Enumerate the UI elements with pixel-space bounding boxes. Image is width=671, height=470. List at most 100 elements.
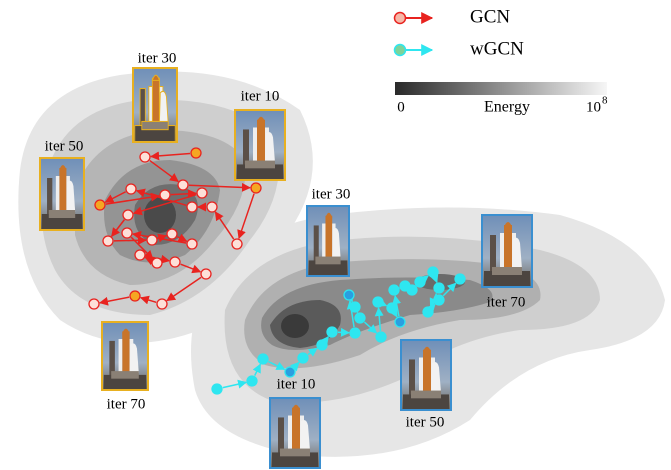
trajectories [88, 147, 466, 395]
legend-label: GCN [470, 6, 510, 27]
trajectory-arrow [419, 275, 429, 285]
trajectory-point [146, 234, 158, 246]
trajectory-point [433, 282, 445, 294]
trajectory-point [284, 366, 296, 378]
trajectory-arrow [104, 191, 127, 203]
trajectory-arrow [442, 282, 457, 297]
colorbar-min: 0 [397, 99, 405, 115]
trajectory-arrow [426, 303, 436, 314]
trajectory-point [134, 249, 146, 261]
trajectory-arrow [374, 307, 384, 332]
colorbar [395, 82, 607, 95]
trajectory-point [422, 306, 434, 318]
trajectory-arrow [344, 292, 353, 303]
thumbnail [307, 206, 349, 276]
trajectory-point [211, 383, 223, 395]
legend-marker [393, 11, 407, 25]
trajectory-arrow [268, 360, 286, 371]
legend-label: wGCN [470, 38, 524, 59]
trajectory-point [326, 326, 338, 338]
trajectory-arrow [105, 192, 160, 205]
iter-label: iter 30 [138, 50, 177, 66]
iter-label: iter 10 [277, 376, 316, 392]
trajectory-arrow [363, 321, 378, 334]
trajectory-arrow [252, 363, 261, 376]
trajectory-arrow [188, 182, 251, 192]
trajectory-arrow [130, 236, 154, 260]
trajectory-arrow [99, 296, 130, 306]
trajectory-arrow [166, 276, 202, 302]
trajectory-point [388, 284, 400, 296]
trajectory-point [94, 199, 106, 211]
trajectory-arrow [170, 189, 197, 199]
trajectory-arrow [180, 263, 202, 274]
trajectory-point [246, 375, 258, 387]
trajectory-point [433, 294, 445, 306]
iter-label: iter 30 [312, 186, 351, 202]
iter-label: iter 50 [45, 138, 84, 154]
thumbnail-border [400, 339, 452, 411]
trajectory-point [129, 290, 141, 302]
trajectory-arrow [237, 193, 255, 240]
trajectory-arrow [307, 347, 318, 357]
trajectory-arrow [144, 256, 155, 266]
trajectory-point [190, 147, 202, 159]
thumbnail-border [481, 214, 533, 288]
trajectory-point [316, 339, 328, 351]
trajectory-arrow [132, 230, 187, 244]
trajectory-point [372, 296, 384, 308]
legend: GCN wGCN [393, 6, 524, 59]
thumbnail [235, 110, 285, 180]
trajectory-point [257, 353, 269, 365]
colorbar-max-exponent: 8 [602, 95, 608, 107]
trajectory-point [349, 301, 361, 313]
trajectory-point [349, 327, 361, 339]
trajectory-point [200, 268, 212, 280]
trajectory-point [122, 209, 134, 221]
thumbnail-border [39, 157, 85, 231]
trajectory-point [156, 298, 168, 310]
trajectory-point [169, 256, 181, 268]
trajectory-arrow [139, 295, 157, 305]
trajectory-arrow [429, 273, 439, 284]
thumbnail [133, 68, 177, 142]
thumbnail-border [234, 109, 286, 181]
trajectory-point [343, 289, 355, 301]
thumbnails [39, 67, 533, 469]
iter-label: iter 70 [107, 396, 146, 412]
trajectory-arrow [389, 307, 398, 318]
iter-label: iter 50 [406, 414, 445, 430]
trajectory-point [151, 257, 163, 269]
trajectory-point [375, 331, 387, 343]
trajectory-point [186, 201, 198, 213]
trajectory-point [102, 235, 114, 247]
trajectory-point [88, 298, 100, 310]
trajectory-arrow [222, 379, 248, 389]
thumbnail-border [101, 321, 149, 391]
colorbar-max: 10 [586, 99, 601, 115]
trajectory-point [354, 312, 366, 324]
trajectory-point [177, 179, 189, 191]
thumbnail-border [306, 205, 350, 277]
trajectory-point [159, 189, 171, 201]
trajectory-point [206, 201, 218, 213]
trajectory-point [166, 228, 178, 240]
thumbnail [40, 158, 84, 230]
thumbnail [102, 322, 148, 390]
thumbnail-border [132, 67, 178, 143]
trajectory-point [394, 316, 406, 328]
trajectory-arrow [149, 159, 179, 183]
trajectory-point [386, 302, 398, 314]
iter-label: iter 10 [241, 88, 280, 104]
trajectory-point [196, 187, 208, 199]
thumbnail-border [269, 397, 321, 469]
trajectory-arrow [132, 193, 197, 216]
trajectory-arrow [113, 235, 147, 245]
thumbnail [401, 340, 451, 410]
trajectory-arrow [319, 336, 329, 346]
trajectory-point [406, 284, 418, 296]
trajectory-point [250, 182, 262, 194]
trajectory-arrow [111, 219, 125, 237]
trajectory-point [297, 352, 309, 364]
